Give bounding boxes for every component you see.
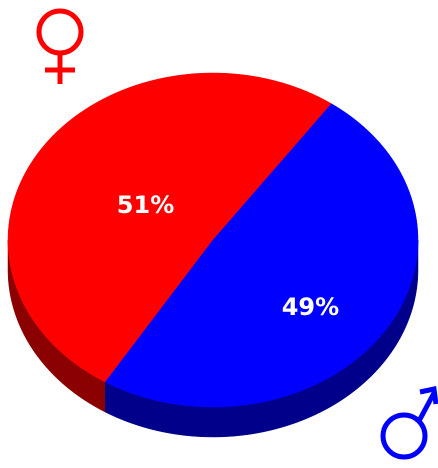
- male-symbol: [380, 385, 438, 460]
- value-label: 51%: [117, 191, 174, 219]
- slice: [7, 72, 332, 383]
- value-label: 49%: [282, 293, 339, 321]
- female-symbol: [36, 8, 84, 84]
- slice: [104, 103, 419, 408]
